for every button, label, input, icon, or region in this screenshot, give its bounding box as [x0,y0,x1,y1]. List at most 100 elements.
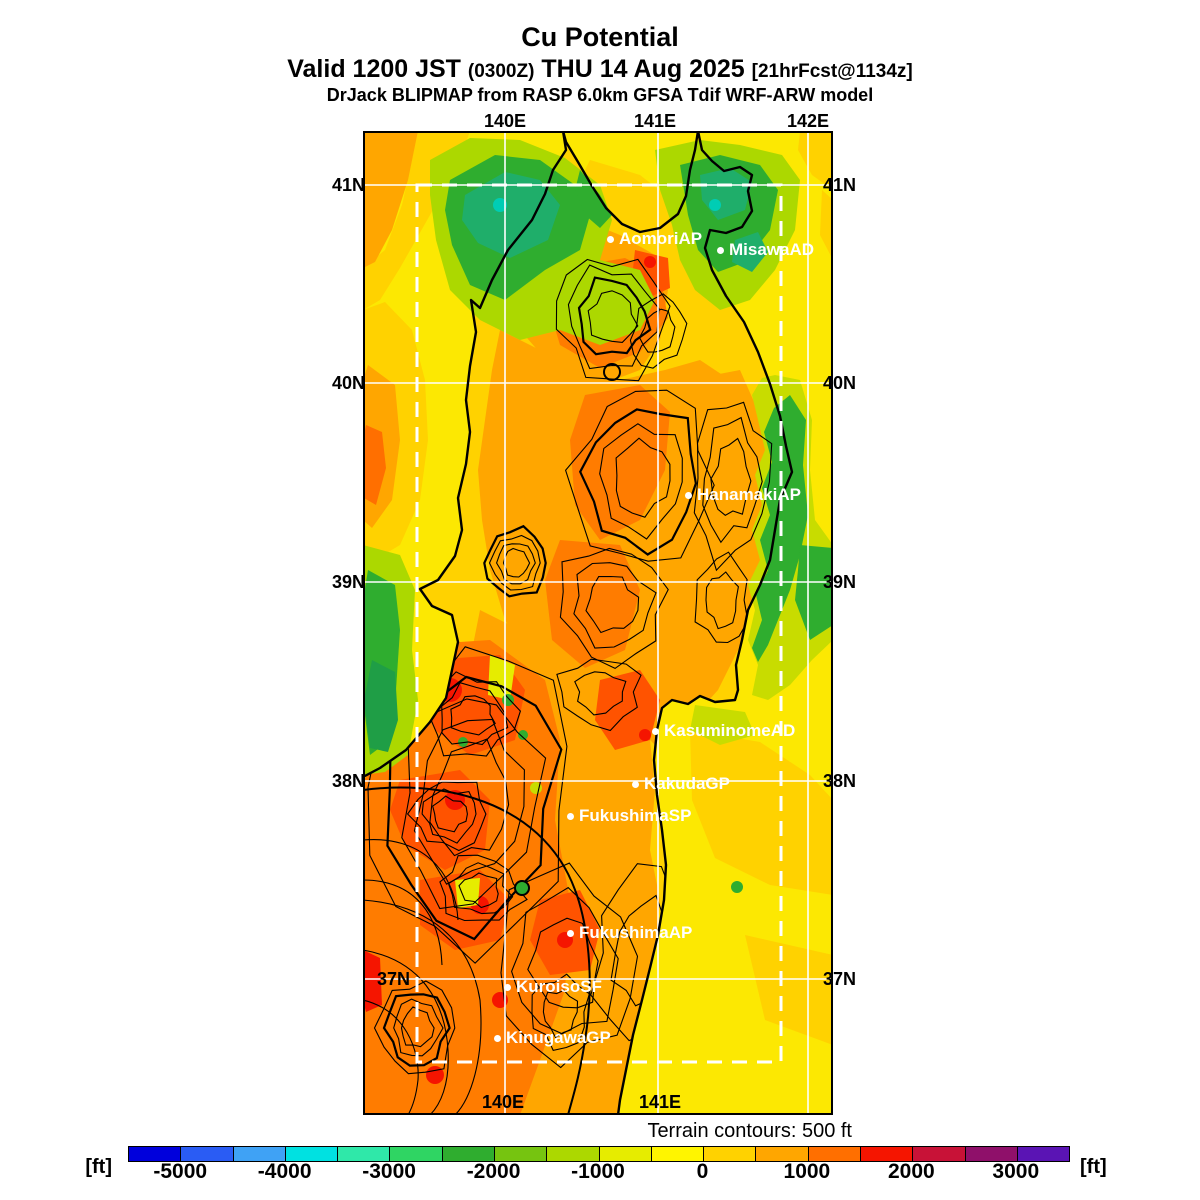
station-label: KakudaGP [644,774,730,793]
terrain-contour-ring [587,290,639,343]
coastline-path [363,131,794,1115]
colorbar-tick: -5000 [153,1160,208,1183]
terrain-contour-ring [386,675,563,941]
terrain-contour-ring [531,973,591,1052]
lakes [514,363,621,896]
terrain-contour-ring [500,862,639,1069]
terrain-contour-ring [694,551,749,644]
terrain-contour-ring [450,695,496,736]
terrain-contour-ring [441,682,509,746]
colorbar [128,1146,1070,1162]
terrain-contour-ring [483,524,547,598]
lat-label-right: 37N [823,969,857,989]
station-label: FukushimaAP [579,923,693,942]
lat-label-right: 41N [823,175,857,195]
lat-label-left: 40N [332,373,366,393]
colorbar-segment [1017,1147,1070,1161]
terrain-contour-ring [382,993,451,1067]
colorbar-unit-right: [ft] [1080,1156,1107,1178]
station-dot [607,236,614,243]
colorbar-tick: 3000 [992,1160,1040,1183]
colorbar-tick: -1000 [571,1160,625,1183]
terrain-contour-ring [406,781,487,852]
colorbar-tick: 0 [696,1160,709,1183]
terrain-contour-ring [559,547,669,670]
terrain-contour-ring [421,788,477,844]
lat-label-right: 40N [823,373,857,393]
station-dot [717,247,724,254]
valid-main-2: THU 14 Aug 2025 [534,55,752,83]
colorbar-segment [860,1147,914,1161]
station-label: KasuminomeAD [664,721,796,740]
page-title: Cu Potential [521,22,679,52]
lat-label-left: 41N [332,175,366,195]
lat-label-right: 39N [823,572,857,592]
lat-label-left: 37N [377,969,411,989]
terrain-contour-ring [629,293,688,369]
colorbar-tick-labels: -5000 -4000 -3000 -2000 -1000 0 1000 2000 3000 [128,1160,1068,1184]
terrain-contour-ring [705,571,739,630]
station-dot [567,813,574,820]
model-description-line: DrJack BLIPMAP from RASP 6.0km GFSA Tdif… [326,85,874,105]
terrain-contour-ring [488,534,541,591]
terrain-contour-ring [638,308,676,353]
lon-label-top: 141E [633,111,677,131]
terrain-contour-ring [432,795,468,833]
valid-main-1: Valid 1200 JST [287,55,468,83]
station-dot [504,984,511,991]
terrain-contour-lines [363,258,773,1115]
terrain-contour-ring [400,1006,435,1048]
station-label: AomoriAP [619,229,703,248]
lon-label-top: 142E [786,111,830,131]
colorbar-unit-left: [ft] [85,1156,112,1178]
terrain-contour-ring [564,389,715,562]
colorbar-segment [808,1147,861,1161]
terrain-contour-ring [577,276,652,356]
terrain-contour-ring [439,854,528,922]
colorbar-segment [494,1147,548,1161]
station-dot [685,492,692,499]
colorbar-segment [390,1147,443,1161]
terrain-contour-ring [495,543,536,585]
terrain-contour-ring [555,258,671,382]
terrain-contour-ring [373,980,456,1075]
station-label: KinugawaGP [506,1028,611,1047]
colorbar-tick: -3000 [362,1160,416,1183]
colorbar-tick: 1000 [783,1160,831,1183]
colorbar-segment [181,1147,234,1161]
colorbar-segment [651,1147,705,1161]
colorbar-segment [965,1147,1018,1161]
terrain-contour-ring [502,547,531,578]
colorbar-segment [547,1147,600,1161]
valid-time-line: Valid 1200 JST (0300Z) THU 14 Aug 2025 [… [0,55,1200,84]
colorbar-segment [338,1147,391,1161]
terrain-contour-ring [702,416,763,544]
terrain-contour-ring [710,437,752,516]
terrain-contour-ring [574,671,627,716]
colorbar-tick: 2000 [887,1160,935,1183]
cool-color-patches [363,138,833,893]
colorbar-segment [442,1147,495,1161]
terrain-contour-ring [585,575,640,634]
lon-label-bottom: 140E [481,1092,525,1112]
lat-label-left: 39N [332,572,366,592]
terrain-contour-ring [447,862,514,915]
land-color-patches [363,215,768,1115]
terrain-contour-ring [393,998,444,1057]
lat-label-left: 38N [332,771,366,791]
terrain-contour-ring [556,658,642,732]
lat-label-right: 38N [823,771,857,791]
station-dot [494,1035,501,1042]
lon-label-top: 140E [483,111,527,131]
colorbar-segment [756,1147,809,1161]
lake-towada [603,363,621,381]
map-border [363,131,833,1115]
terrain-contour-ring [573,562,657,649]
forecast-cycle: [21hrFcst@1134z] [751,61,913,82]
terrain-contour-ring [542,989,579,1039]
map-canvas [363,131,833,1115]
colorbar-segment [704,1147,757,1161]
station-label: FukushimaSP [579,806,692,825]
terrain-contour-ring [578,408,698,556]
